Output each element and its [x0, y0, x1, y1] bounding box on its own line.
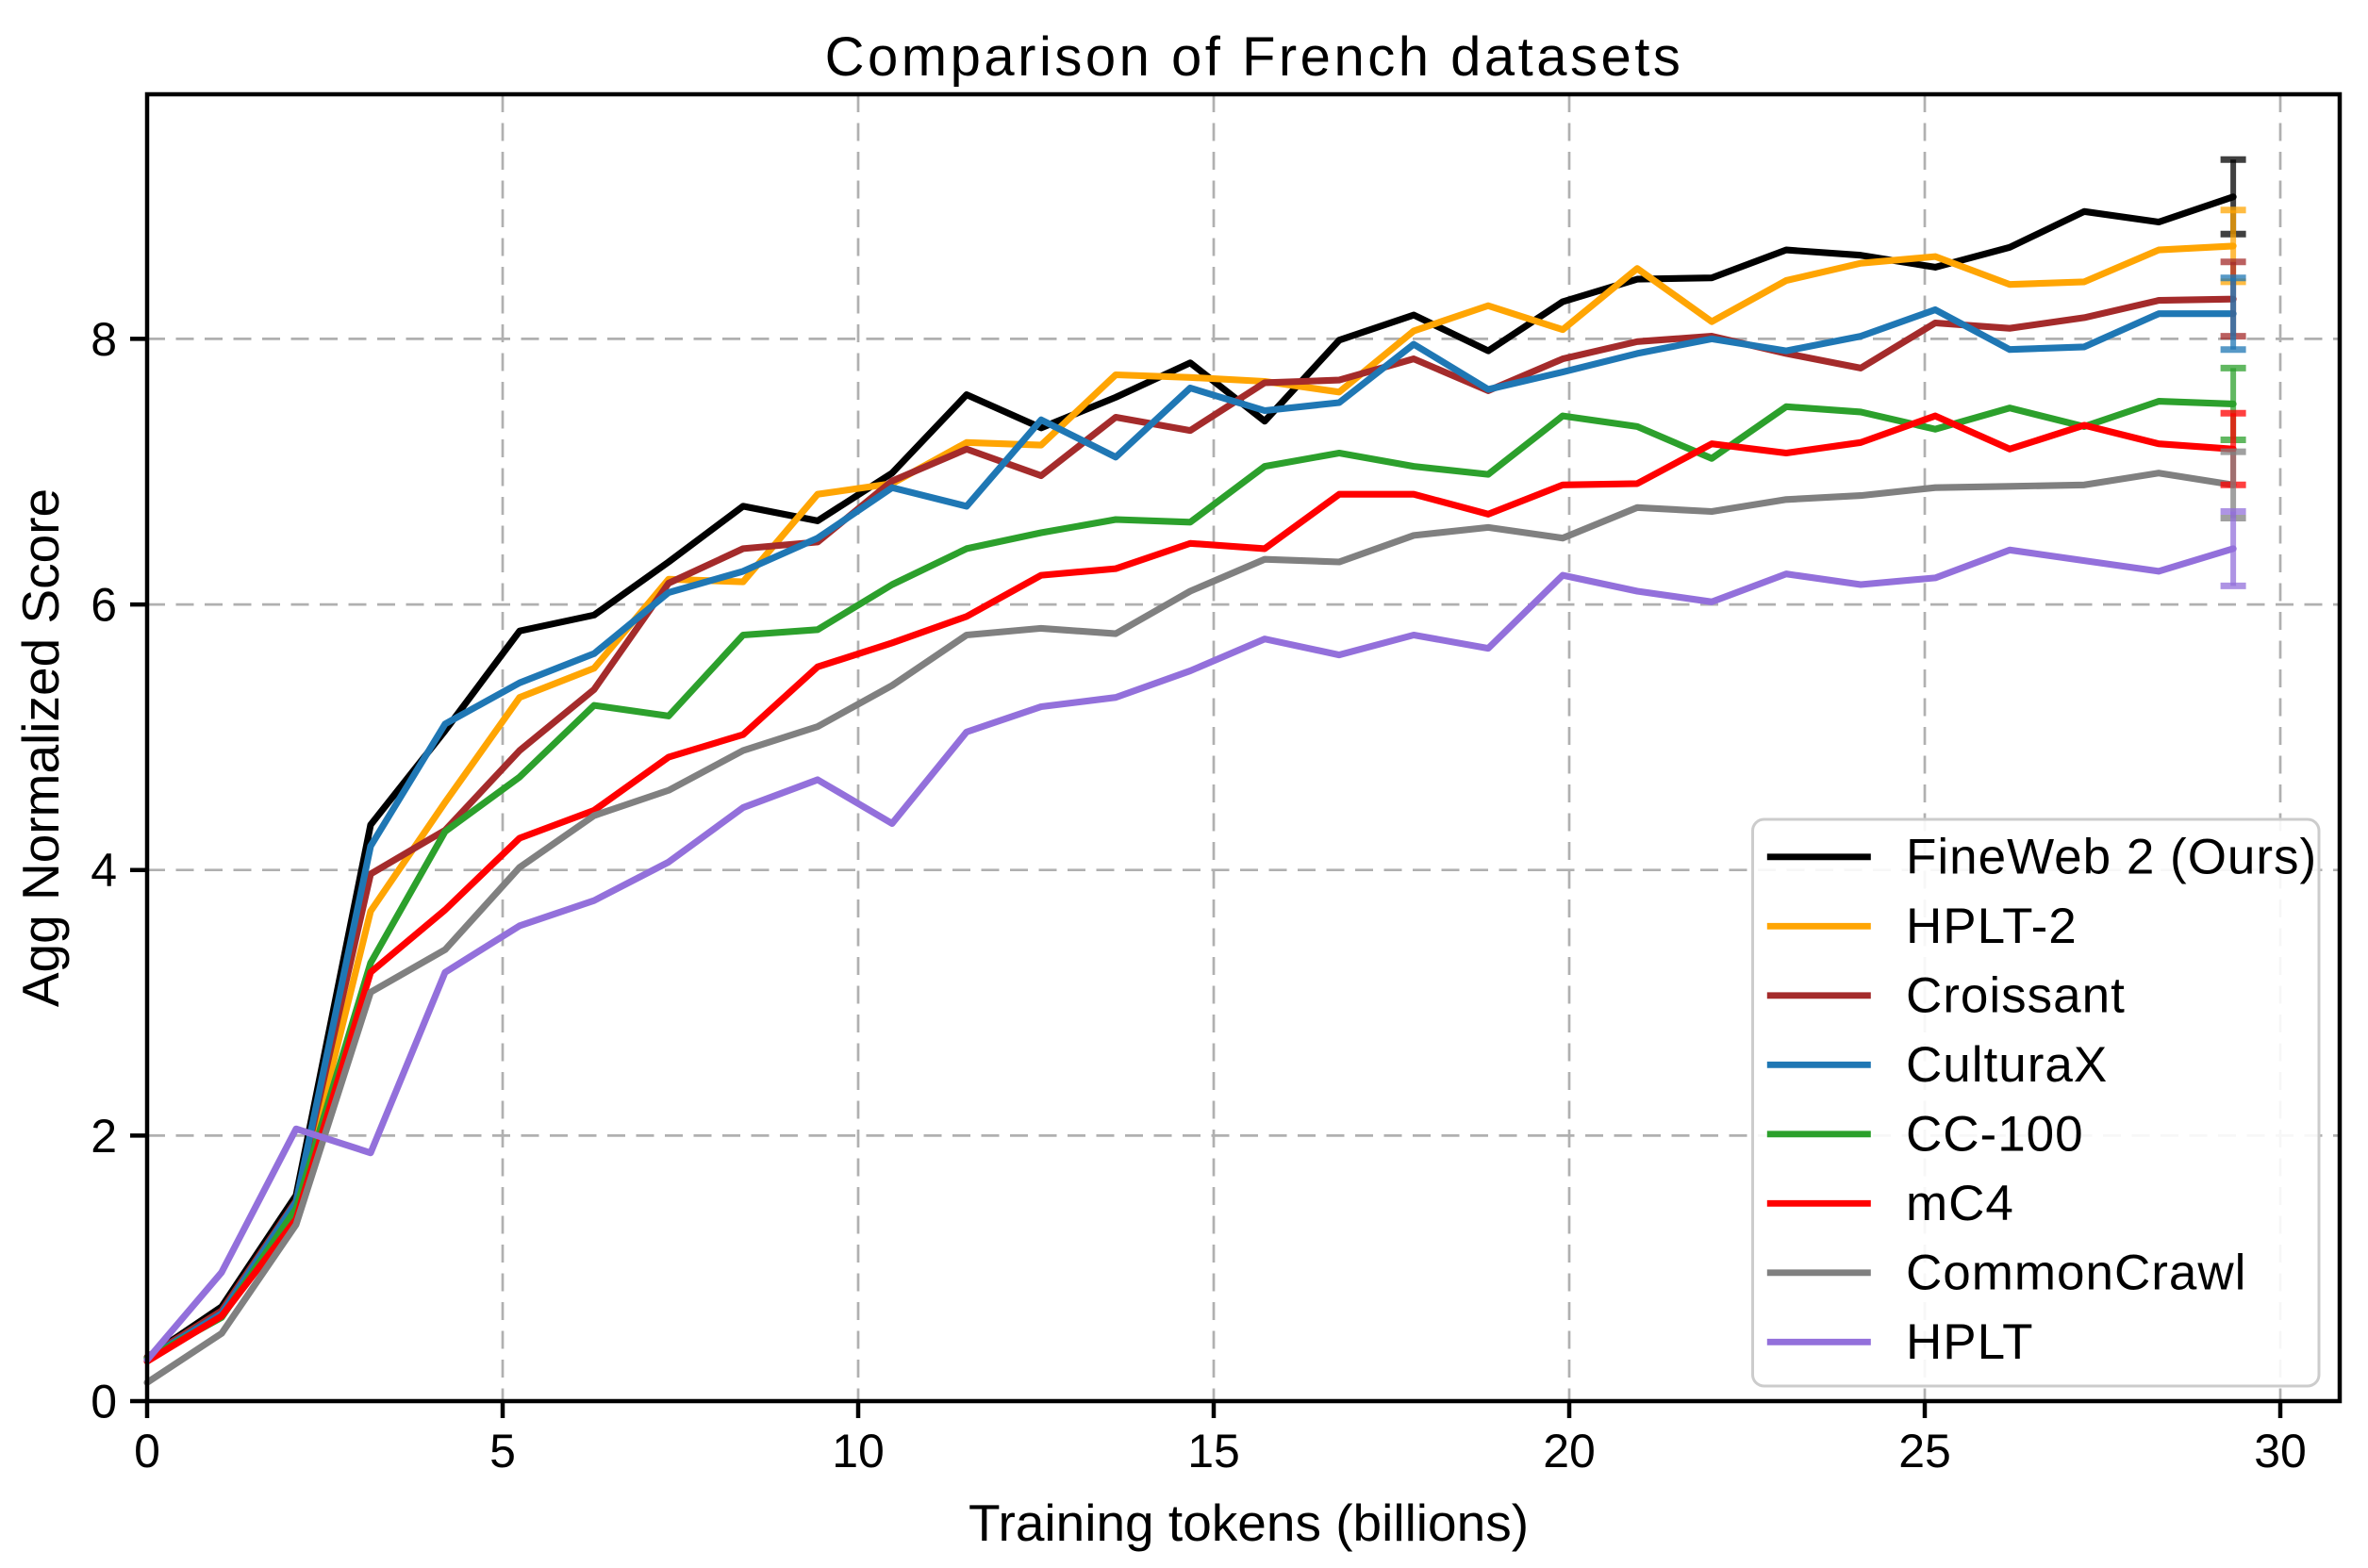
svg-text:4: 4 [91, 844, 117, 897]
svg-text:Comparison of French datasets: Comparison of French datasets [825, 26, 1684, 88]
svg-text:Agg Normalized Score: Agg Normalized Score [11, 488, 70, 1007]
svg-text:Training tokens (billions): Training tokens (billions) [969, 1494, 1529, 1552]
svg-text:20: 20 [1543, 1425, 1596, 1477]
svg-text:CommonCrawl: CommonCrawl [1906, 1245, 2246, 1300]
svg-text:8: 8 [91, 313, 117, 366]
svg-text:CC-100: CC-100 [1906, 1106, 2084, 1162]
svg-text:0: 0 [134, 1425, 160, 1477]
svg-text:CulturaX: CulturaX [1906, 1037, 2108, 1093]
svg-text:Croissant: Croissant [1906, 967, 2126, 1023]
svg-text:5: 5 [489, 1425, 516, 1477]
svg-text:HPLT-2: HPLT-2 [1906, 899, 2078, 954]
svg-text:mC4: mC4 [1906, 1176, 2014, 1231]
svg-text:0: 0 [91, 1376, 117, 1428]
svg-text:25: 25 [1898, 1425, 1951, 1477]
svg-text:15: 15 [1187, 1425, 1240, 1477]
svg-text:10: 10 [832, 1425, 885, 1477]
svg-text:6: 6 [91, 579, 117, 632]
svg-text:HPLT: HPLT [1906, 1314, 2034, 1370]
svg-text:FineWeb 2 (Ours): FineWeb 2 (Ours) [1906, 829, 2317, 884]
svg-text:30: 30 [2254, 1425, 2307, 1477]
svg-text:2: 2 [91, 1110, 117, 1163]
